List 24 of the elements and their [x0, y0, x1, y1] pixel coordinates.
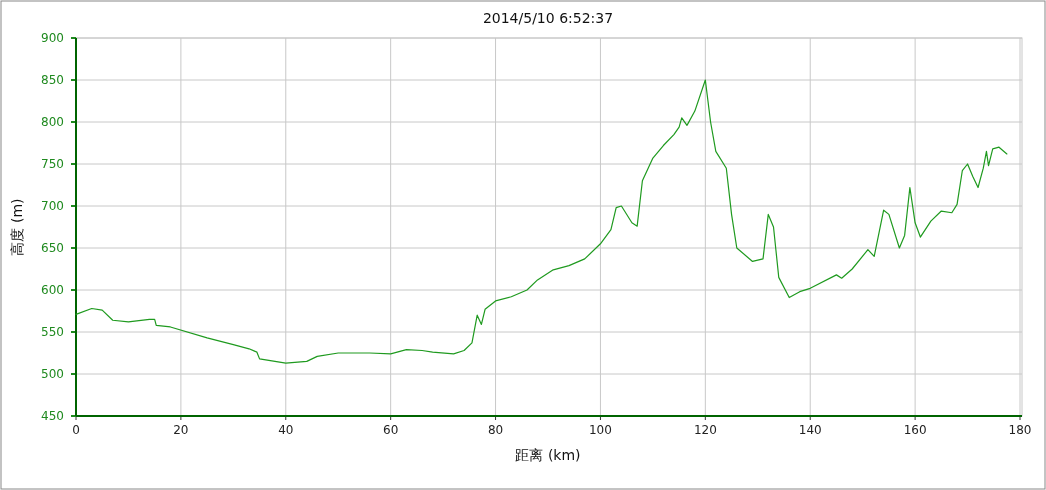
y-tick-label: 850 — [41, 73, 64, 87]
line-series — [75, 79, 1008, 364]
y-tick-label: 650 — [41, 241, 64, 255]
x-tick-label: 140 — [798, 423, 822, 437]
y-tick-label: 900 — [41, 31, 64, 45]
x-tick-label: 180 — [1008, 423, 1032, 437]
x-tick-label: 120 — [693, 423, 717, 437]
x-tick-label: 100 — [588, 423, 612, 437]
chart-title: 2014/5/10 6:52:37 — [482, 10, 614, 26]
x-tick-label: 60 — [383, 423, 399, 437]
x-tick-label: 20 — [173, 423, 189, 437]
y-axis-title: 高度 (m) — [9, 198, 25, 256]
y-tick-label: 450 — [41, 409, 64, 423]
x-axis-title: 距离 (km) — [515, 447, 581, 463]
x-tick-label: 160 — [903, 423, 927, 437]
y-tick-label: 800 — [41, 115, 64, 129]
x-tick-label: 0 — [72, 423, 80, 437]
y-tick-label: 600 — [41, 283, 64, 297]
y-tick-label: 700 — [41, 199, 64, 213]
y-tick-label: 550 — [41, 325, 64, 339]
x-tick-label: 80 — [487, 423, 504, 437]
y-tick-label: 750 — [41, 157, 64, 171]
x-tick-label: 40 — [278, 423, 294, 437]
y-tick-label: 500 — [41, 367, 64, 381]
